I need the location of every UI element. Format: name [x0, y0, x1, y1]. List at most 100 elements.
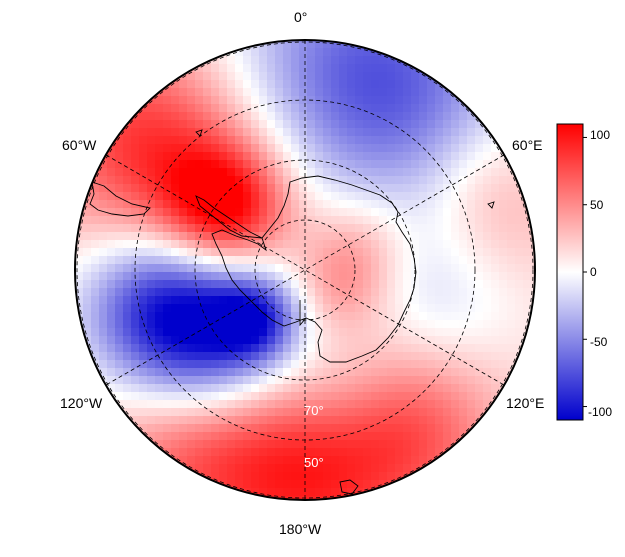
- field-cell: [203, 232, 212, 241]
- field-cell: [139, 328, 148, 337]
- field-cell: [267, 296, 276, 305]
- field-cell: [163, 256, 172, 265]
- field-cell: [299, 272, 308, 281]
- field-cell: [171, 144, 180, 153]
- field-cell: [227, 152, 236, 161]
- field-cell: [491, 280, 500, 289]
- field-cell: [187, 224, 196, 233]
- field-cell: [91, 336, 100, 345]
- field-cell: [371, 448, 380, 457]
- field-cell: [395, 112, 404, 121]
- field-cell: [507, 256, 516, 265]
- field-cell: [395, 384, 404, 393]
- field-cell: [291, 272, 300, 281]
- field-cell: [371, 248, 380, 257]
- field-cell: [259, 464, 268, 473]
- field-cell: [211, 152, 220, 161]
- field-cell: [379, 400, 388, 409]
- field-cell: [371, 120, 380, 129]
- field-cell: [283, 120, 292, 129]
- field-cell: [203, 184, 212, 193]
- field-cell: [195, 288, 204, 297]
- field-cell: [451, 192, 460, 201]
- field-cell: [371, 432, 380, 441]
- field-cell: [379, 240, 388, 249]
- field-cell: [195, 272, 204, 281]
- field-cell: [91, 184, 100, 193]
- field-cell: [203, 112, 212, 121]
- field-cell: [107, 296, 116, 305]
- field-cell: [371, 352, 380, 361]
- field-cell: [427, 368, 436, 377]
- field-cell: [371, 320, 380, 329]
- field-cell: [307, 168, 316, 177]
- field-cell: [491, 200, 500, 209]
- field-cell: [203, 160, 212, 169]
- field-cell: [331, 128, 340, 137]
- field-cell: [275, 112, 284, 121]
- field-cell: [203, 408, 212, 417]
- field-cell: [395, 136, 404, 145]
- field-cell: [323, 432, 332, 441]
- field-cell: [251, 304, 260, 313]
- field-cell: [363, 288, 372, 297]
- field-cell: [251, 256, 260, 265]
- field-cell: [227, 248, 236, 257]
- field-cell: [187, 72, 196, 81]
- field-cell: [467, 360, 476, 369]
- field-cell: [163, 376, 172, 385]
- field-cell: [483, 400, 492, 409]
- field-cell: [171, 160, 180, 169]
- field-cell: [147, 400, 156, 409]
- field-cell: [379, 56, 388, 65]
- field-cell: [171, 400, 180, 409]
- field-cell: [83, 360, 92, 369]
- field-cell: [195, 264, 204, 273]
- field-cell: [267, 112, 276, 121]
- field-cell: [419, 272, 428, 281]
- field-cell: [179, 400, 188, 409]
- field-cell: [107, 304, 116, 313]
- field-cell: [403, 104, 412, 113]
- field-cell: [227, 112, 236, 121]
- field-cell: [211, 328, 220, 337]
- field-cell: [187, 432, 196, 441]
- field-cell: [475, 160, 484, 169]
- field-cell: [235, 136, 244, 145]
- field-cell: [323, 248, 332, 257]
- field-cell: [427, 144, 436, 153]
- field-cell: [427, 248, 436, 257]
- field-cell: [139, 128, 148, 137]
- field-cell: [259, 456, 268, 465]
- field-cell: [315, 160, 324, 169]
- field-cell: [491, 344, 500, 353]
- field-cell: [339, 480, 348, 489]
- field-cell: [115, 264, 124, 273]
- field-cell: [131, 408, 140, 417]
- field-cell: [259, 192, 268, 201]
- field-cell: [331, 344, 340, 353]
- field-cell: [419, 456, 428, 465]
- field-cell: [355, 440, 364, 449]
- field-cell: [83, 328, 92, 337]
- field-cell: [347, 136, 356, 145]
- field-cell: [115, 120, 124, 129]
- field-cell: [435, 400, 444, 409]
- field-cell: [443, 144, 452, 153]
- field-cell: [187, 320, 196, 329]
- field-cell: [115, 136, 124, 145]
- field-cell: [227, 144, 236, 153]
- field-cell: [155, 312, 164, 321]
- field-cell: [411, 328, 420, 337]
- field-cell: [259, 416, 268, 425]
- field-cell: [171, 304, 180, 313]
- field-cell: [243, 104, 252, 113]
- field-cell: [523, 344, 532, 353]
- field-cell: [427, 448, 436, 457]
- field-cell: [323, 416, 332, 425]
- field-cell: [203, 152, 212, 161]
- field-cell: [243, 328, 252, 337]
- field-cell: [443, 440, 452, 449]
- field-cell: [315, 368, 324, 377]
